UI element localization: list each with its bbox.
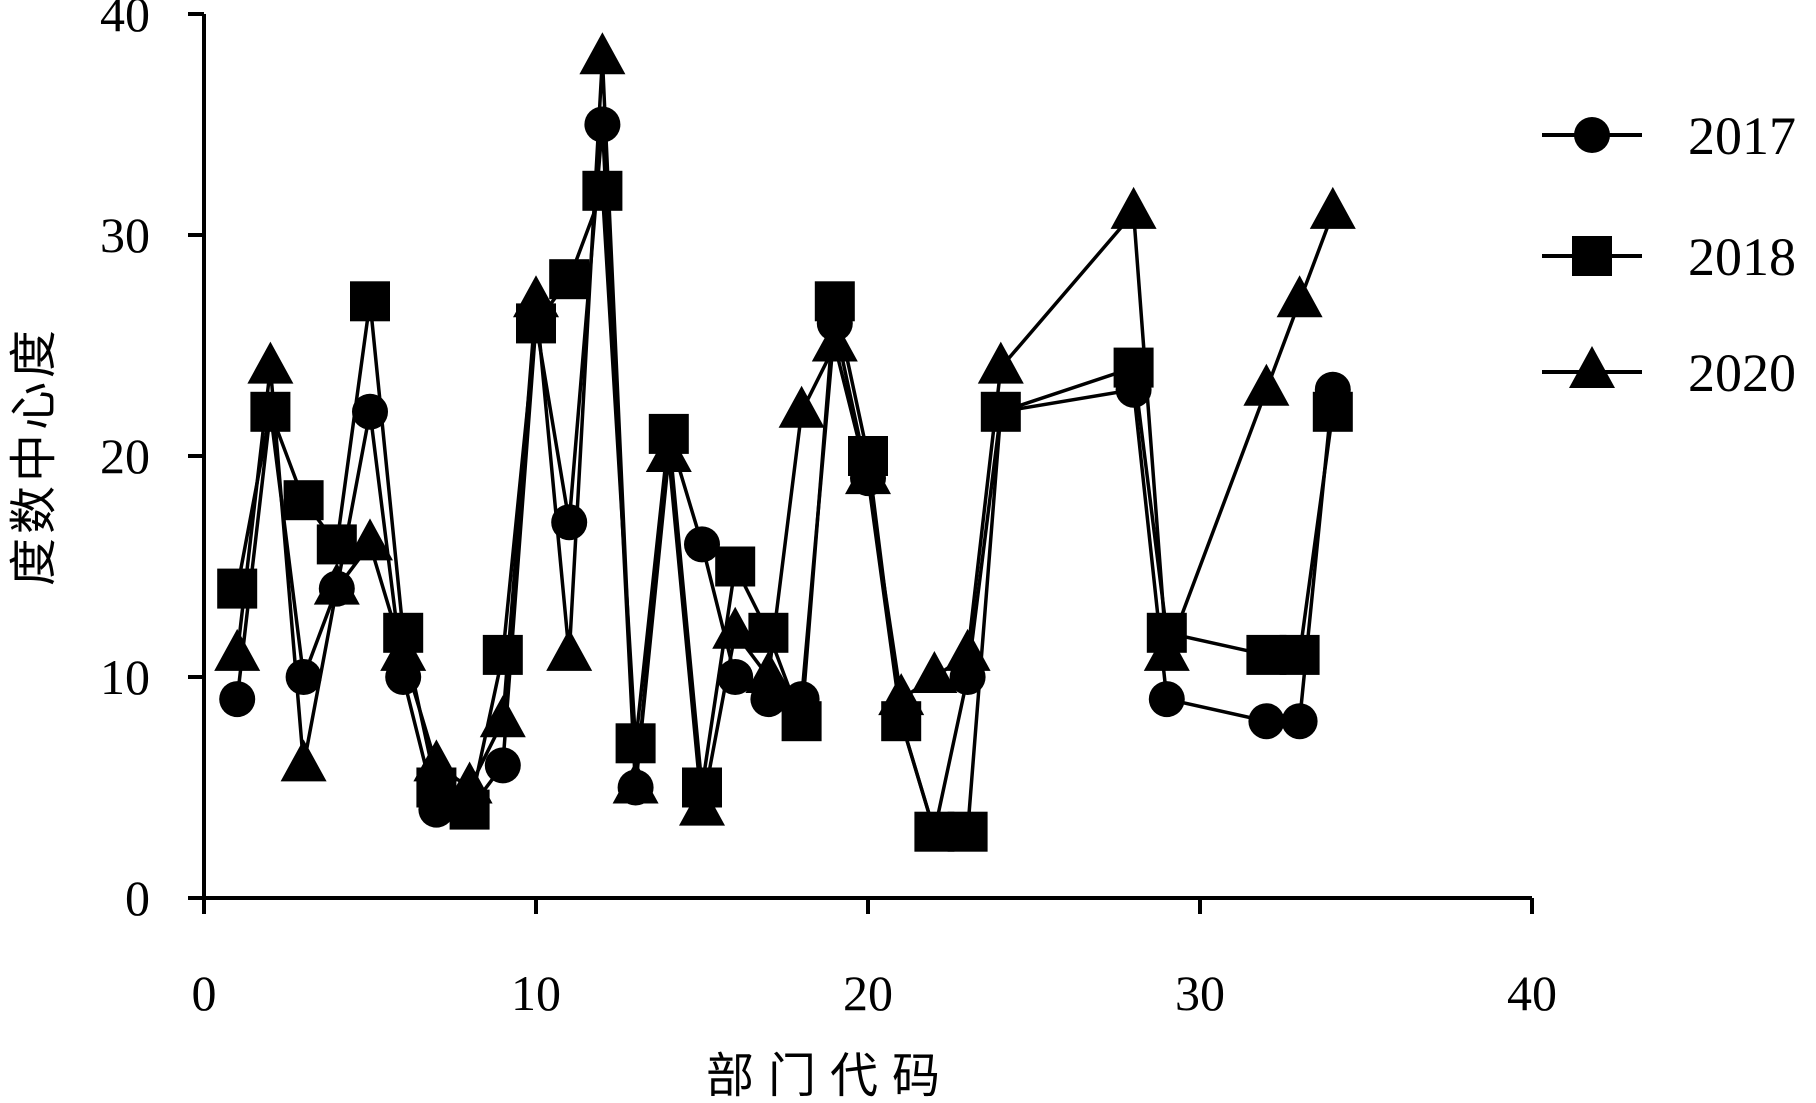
data-point [549, 259, 590, 300]
data-point [845, 452, 891, 495]
x-axis-title: 部门代码 [706, 1048, 954, 1103]
data-point [1279, 634, 1320, 675]
data-point [1276, 275, 1323, 318]
data-point [1281, 703, 1318, 740]
data-point [347, 518, 393, 561]
data-point [582, 170, 623, 211]
data-point [380, 628, 427, 671]
y-axis-title: 度数中心度 [6, 326, 62, 586]
data-point [684, 526, 720, 563]
legend-item: 2017 [1542, 106, 1796, 166]
data-point [446, 761, 493, 804]
data-point [679, 783, 725, 826]
data-point [911, 651, 958, 693]
data-point [977, 341, 1024, 384]
data-point [1148, 681, 1185, 718]
data-point [584, 106, 621, 143]
y-tick-label: 30 [100, 207, 150, 263]
y-tick-label: 0 [125, 870, 150, 926]
data-point [482, 634, 523, 675]
data-point [250, 391, 291, 432]
data-point [980, 391, 1021, 432]
data-point [715, 546, 756, 587]
data-point [811, 319, 858, 362]
data-point [247, 341, 294, 384]
x-tick-label: 0 [192, 965, 217, 1021]
data-point [479, 695, 526, 738]
data-point [745, 651, 792, 693]
data-point [513, 275, 559, 318]
legend-item: 2020 [1542, 343, 1796, 403]
legend-marker [1574, 117, 1610, 153]
data-point [217, 568, 258, 609]
data-point [313, 562, 360, 605]
series-layer [214, 32, 1356, 852]
data-point [546, 628, 593, 671]
data-point [579, 32, 626, 75]
x-tick-label: 20 [843, 965, 893, 1021]
data-point [712, 606, 759, 649]
legend-item: 2018 [1542, 227, 1796, 287]
legend-marker [1569, 346, 1615, 388]
legend-label: 2018 [1688, 227, 1796, 287]
data-point [1309, 186, 1356, 229]
data-point [214, 628, 261, 671]
legend: 2017 2018 2020 [1542, 106, 1796, 403]
x-tick-label: 30 [1175, 965, 1225, 1021]
data-point [413, 739, 460, 782]
series-2020 [214, 32, 1356, 826]
data-point [219, 681, 256, 718]
data-point [878, 673, 925, 716]
data-point [484, 747, 521, 784]
y-ticks: 0 10 20 30 40 [100, 0, 204, 926]
data-point [350, 281, 390, 322]
data-point [283, 480, 324, 521]
legend-label: 2017 [1688, 106, 1796, 166]
y-tick-label: 20 [100, 428, 150, 484]
y-tick-label: 40 [100, 0, 150, 42]
data-point [1248, 703, 1285, 740]
data-point [778, 385, 825, 428]
data-point [1143, 628, 1190, 671]
x-tick-label: 10 [511, 965, 561, 1021]
axes: 0 10 20 30 40 0 10 20 30 40 [100, 0, 1557, 1021]
x-tick-label: 40 [1507, 965, 1557, 1021]
data-point [781, 701, 822, 742]
data-point [280, 739, 327, 782]
data-point [944, 628, 991, 671]
data-point [1243, 363, 1290, 406]
data-point [1110, 186, 1157, 229]
legend-label: 2020 [1688, 343, 1796, 403]
series-2018 [217, 170, 1353, 852]
y-tick-label: 10 [100, 649, 150, 705]
x-ticks: 0 10 20 30 40 [192, 898, 1557, 1021]
data-point [612, 761, 659, 804]
data-point [814, 281, 855, 322]
data-point [1312, 391, 1353, 432]
data-point [947, 811, 988, 852]
data-point [645, 430, 692, 472]
legend-marker [1572, 236, 1612, 276]
